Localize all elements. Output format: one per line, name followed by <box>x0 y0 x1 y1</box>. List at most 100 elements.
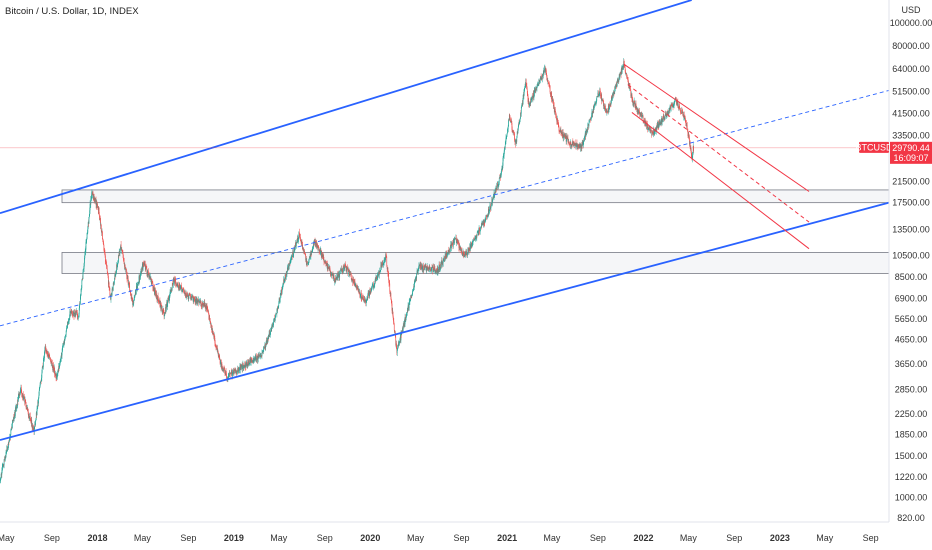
candle-body <box>304 253 306 255</box>
candle-body <box>323 255 324 260</box>
candle-body <box>47 353 49 356</box>
candle-body <box>642 116 643 117</box>
candle-body <box>176 284 177 286</box>
candle-body <box>254 359 255 361</box>
candle-body <box>121 248 122 251</box>
candle-body <box>222 368 224 369</box>
candle-body <box>49 355 51 359</box>
candle-body <box>401 330 403 332</box>
symbol-tag[interactable]: BTCUSD <box>855 141 893 153</box>
candle-body <box>253 359 254 364</box>
candle-body <box>600 94 602 98</box>
candle-body <box>42 360 44 368</box>
candle-body <box>539 80 541 81</box>
channel-upper[interactable] <box>0 0 692 215</box>
price-axis-background[interactable] <box>889 0 932 522</box>
candle-body <box>411 295 412 298</box>
candle-body <box>116 264 117 272</box>
candle-body <box>609 104 610 110</box>
candle-body <box>26 408 28 409</box>
candle-body <box>280 290 282 295</box>
candle-body <box>392 310 394 315</box>
candle-body <box>110 295 111 300</box>
candle-body <box>683 115 685 117</box>
candle-body <box>609 104 611 106</box>
candle-body <box>534 90 535 97</box>
candle-body <box>165 307 166 313</box>
candle-body <box>173 278 175 280</box>
candle-body <box>561 132 563 134</box>
candle-body <box>139 276 140 281</box>
candle-body <box>327 265 329 269</box>
candle-body <box>202 303 204 306</box>
candle-body <box>519 121 520 124</box>
candle-body <box>139 276 141 279</box>
candle-body <box>594 102 596 104</box>
candle-body <box>547 80 549 82</box>
candle-body <box>221 368 223 370</box>
candle-body <box>223 368 225 372</box>
candle-body <box>622 65 624 70</box>
candle-body <box>214 335 215 338</box>
candle-body <box>239 365 241 370</box>
candle-body <box>215 345 217 347</box>
candle-body <box>131 296 132 299</box>
candle-body <box>251 361 253 362</box>
candle-body <box>88 214 90 217</box>
time-tick-label: 2023 <box>770 533 790 543</box>
candle-body <box>479 227 480 231</box>
candle-body <box>605 111 607 112</box>
candle-body <box>608 105 609 112</box>
candle-body <box>292 254 294 256</box>
candle-body <box>359 296 361 297</box>
zone-lower[interactable] <box>61 252 890 274</box>
candle-body <box>558 124 560 127</box>
candle-body <box>288 265 290 268</box>
candle-body <box>486 216 488 218</box>
candle-body <box>405 317 407 322</box>
candle-body <box>107 272 108 275</box>
price-tick-label: 8500.00 <box>895 272 928 282</box>
candle-body <box>569 143 570 145</box>
candle-body <box>415 277 417 279</box>
candle-body <box>338 276 340 278</box>
zone-upper[interactable] <box>61 189 890 204</box>
candle-body <box>291 256 292 259</box>
candle-body <box>112 282 114 290</box>
candle-body <box>63 343 64 345</box>
candle-body <box>111 293 112 295</box>
down-lower[interactable] <box>631 112 810 250</box>
channel-mid[interactable] <box>0 89 890 327</box>
trend-lines[interactable] <box>0 0 890 441</box>
last-price-tag[interactable]: 29790.44 16:09:07 <box>890 141 932 164</box>
candle-body <box>535 87 537 88</box>
candle-body <box>158 301 160 303</box>
candle-body <box>305 255 307 261</box>
down-upper[interactable] <box>623 63 810 192</box>
candle-body <box>106 266 108 269</box>
candle-body <box>357 288 359 290</box>
candle-body <box>283 279 284 284</box>
candle-body <box>155 293 157 296</box>
candle-body <box>241 365 243 366</box>
candle-body <box>538 85 539 86</box>
channel-lower[interactable] <box>0 201 890 441</box>
candle-body <box>48 354 49 358</box>
candle-body <box>290 258 292 260</box>
candle-body <box>269 334 271 338</box>
candle-body <box>543 70 545 71</box>
candle-body <box>534 89 536 91</box>
candle-body <box>22 395 23 397</box>
down-mid[interactable] <box>627 84 810 223</box>
candle-body <box>243 367 244 368</box>
candle-body <box>347 267 348 269</box>
candle-body <box>321 254 323 258</box>
candle-body <box>162 309 164 310</box>
candle-body <box>83 268 85 270</box>
candle-body <box>137 282 139 284</box>
candle-body <box>397 345 399 348</box>
candle-body <box>396 348 398 353</box>
candle-body <box>149 276 151 280</box>
candle-body <box>173 278 174 285</box>
